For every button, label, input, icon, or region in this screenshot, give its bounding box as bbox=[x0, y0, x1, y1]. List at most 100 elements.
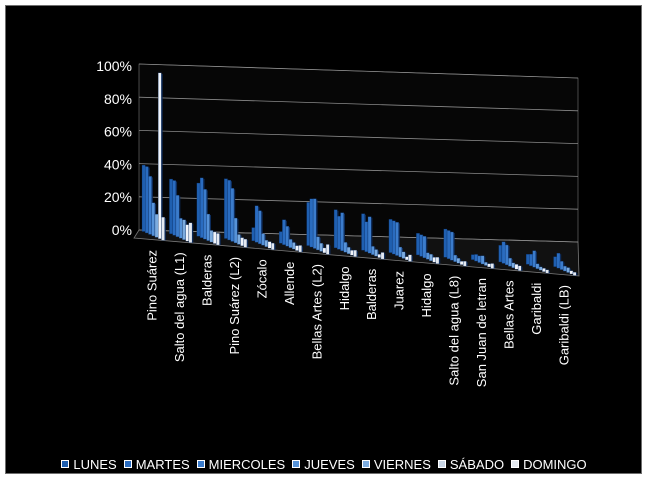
bar-side bbox=[508, 245, 510, 265]
bar-miercoles bbox=[258, 210, 262, 244]
x-tick-label: Salto del agua (L8) bbox=[447, 276, 462, 386]
bar-side bbox=[301, 246, 304, 253]
bar-lunes bbox=[333, 209, 338, 249]
y-axis-ticks: 100% 80% 60% 40% 20% 0% bbox=[96, 58, 132, 238]
legend-item-miercoles: MIERCOLES bbox=[196, 456, 286, 472]
bar-lunes bbox=[443, 228, 448, 258]
y-tick-label: 100% bbox=[96, 58, 132, 74]
x-tick-label: Pino Suárez (L2) bbox=[227, 257, 242, 355]
bar-sábado bbox=[404, 256, 409, 261]
bar-side bbox=[164, 218, 166, 241]
bar-lunes bbox=[388, 219, 393, 253]
bar-domingo bbox=[353, 249, 357, 257]
legend-label: MARTES bbox=[135, 456, 190, 472]
bar-domingo bbox=[435, 256, 440, 264]
bar-jueves bbox=[425, 252, 430, 260]
legend: LUNES MARTES MIERCOLES JUEVES VIERNES SÁBADO D… bbox=[6, 455, 642, 473]
bar-martes bbox=[199, 177, 204, 238]
bar-viernes bbox=[456, 258, 461, 264]
bar-side bbox=[329, 245, 331, 255]
gridline bbox=[138, 130, 579, 144]
bar-sábado bbox=[569, 270, 574, 275]
bar-side bbox=[237, 219, 239, 243]
bar-miercoles bbox=[395, 222, 399, 256]
legend-item-lunes: LUNES bbox=[61, 457, 117, 472]
gridline bbox=[138, 196, 579, 210]
bar-side bbox=[377, 250, 379, 257]
legend-item-sábado: SÁBADO bbox=[437, 457, 504, 472]
bar-viernes bbox=[511, 262, 515, 268]
bar-lunes bbox=[416, 233, 420, 256]
bar-miercoles bbox=[203, 189, 207, 240]
bar-lunes bbox=[141, 164, 146, 232]
bar-martes bbox=[145, 166, 149, 234]
x-tick-label: Bellas Artes (L2) bbox=[309, 264, 324, 359]
bar-miercoles bbox=[340, 212, 344, 251]
chart-frame: 100% 80% 60% 40% 20% 0% Pino Suárez Salto del … bbox=[5, 5, 642, 474]
bar-sábado bbox=[432, 257, 436, 263]
bars bbox=[141, 72, 578, 276]
bar-miercoles bbox=[175, 195, 180, 237]
bar-jueves bbox=[261, 233, 265, 246]
bar-jueves bbox=[179, 218, 183, 239]
bar-domingo bbox=[298, 245, 302, 253]
bar-side bbox=[356, 251, 358, 257]
bar-domingo bbox=[271, 242, 275, 250]
bar-side bbox=[384, 253, 386, 260]
x-tick-label: Pino Suárez bbox=[145, 250, 160, 321]
x-tick-label: Garibaldi (LB) bbox=[556, 285, 571, 365]
bar-miercoles bbox=[230, 188, 235, 242]
bar-lunes bbox=[224, 178, 228, 239]
bar-jueves bbox=[563, 265, 567, 272]
bar-domingo bbox=[243, 238, 248, 248]
y-tick-label: 80% bbox=[104, 91, 132, 107]
x-tick-label: Balderas bbox=[364, 268, 379, 320]
bar-viernes bbox=[291, 242, 296, 250]
bar-lunes bbox=[279, 231, 283, 244]
bar-jueves bbox=[371, 246, 375, 255]
bar-domingo bbox=[380, 252, 385, 260]
legend-label: DOMINGO bbox=[523, 456, 587, 472]
y-tick-label: 40% bbox=[104, 156, 132, 172]
bar-side bbox=[246, 240, 249, 248]
bar-lunes bbox=[525, 254, 530, 265]
bar-sábado bbox=[542, 268, 546, 272]
bar-martes bbox=[501, 241, 506, 264]
bar-martes bbox=[227, 180, 231, 241]
bar-martes bbox=[254, 205, 259, 243]
bar-jueves bbox=[343, 242, 348, 253]
bar-domingo bbox=[408, 254, 412, 262]
bar-side bbox=[274, 244, 276, 250]
legend-swatch bbox=[361, 460, 370, 468]
bar-miercoles bbox=[450, 231, 454, 261]
bar-domingo bbox=[463, 260, 467, 267]
bar-sábado bbox=[459, 261, 464, 265]
bar-miercoles bbox=[367, 216, 372, 254]
bar-viernes bbox=[154, 213, 159, 238]
legend-label: MIERCOLES bbox=[208, 456, 286, 472]
bar-jueves bbox=[288, 239, 293, 248]
bar-domingo bbox=[490, 263, 495, 269]
bar-domingo bbox=[545, 269, 549, 274]
bar-miercoles bbox=[505, 244, 509, 266]
bar-viernes bbox=[182, 219, 186, 240]
bar-lunes bbox=[553, 256, 557, 267]
bar-side bbox=[405, 252, 407, 259]
bar-jueves bbox=[453, 254, 457, 262]
x-tick-label: Hidalgo bbox=[337, 266, 352, 310]
bar-sábado bbox=[240, 237, 244, 247]
bar-side bbox=[439, 258, 441, 264]
legend-swatch bbox=[123, 460, 132, 468]
bar-sábado bbox=[350, 250, 354, 256]
bar-side bbox=[548, 270, 550, 274]
bar-miercoles bbox=[477, 255, 482, 263]
bar-domingo bbox=[572, 272, 577, 276]
bar-domingo bbox=[517, 265, 522, 271]
bar-sábado bbox=[267, 241, 272, 249]
x-tick-label: Garibaldi bbox=[529, 283, 544, 335]
bar-viernes bbox=[374, 249, 378, 257]
x-tick-label: Zócalo bbox=[254, 259, 269, 298]
bar-side bbox=[233, 189, 236, 242]
bar-jueves bbox=[206, 213, 210, 241]
bar-side bbox=[343, 213, 345, 251]
